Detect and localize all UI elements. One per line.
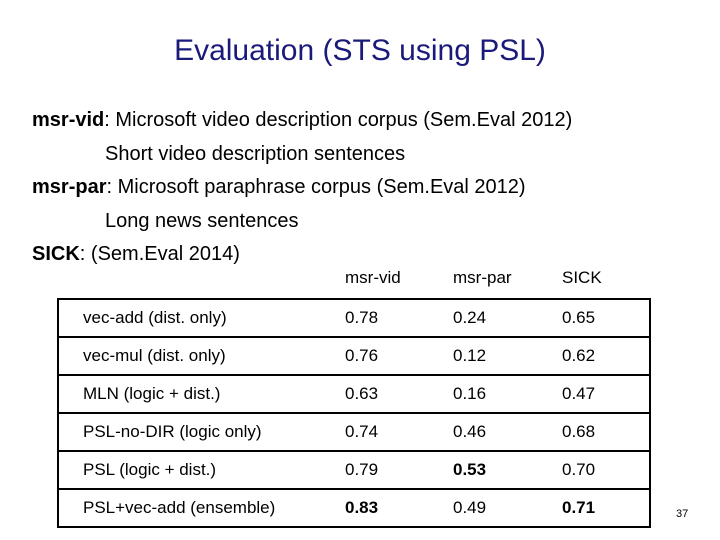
score-cell: 0.74 [345, 412, 453, 451]
desc-line-sick: SICK: (Sem.Eval 2014) [32, 238, 572, 272]
table-row: PSL-no-DIR (logic only) 0.74 0.46 0.68 [57, 412, 651, 451]
table-row: PSL (logic + dist.) 0.79 0.53 0.70 [57, 450, 651, 489]
dataset-name: msr-par [32, 176, 107, 198]
dataset-description: : (Sem.Eval 2014) [79, 243, 240, 265]
method-cell: MLN (logic + dist.) [57, 374, 345, 413]
slide-title: Evaluation (STS using PSL) [174, 34, 546, 67]
score-cell: 0.47 [562, 374, 651, 413]
header-msr-par: msr-par [453, 268, 512, 287]
method-cell: vec-mul (dist. only) [57, 336, 345, 375]
method-cell: PSL-no-DIR (logic only) [57, 412, 345, 451]
dataset-descriptions: msr-vid: Microsoft video description cor… [32, 104, 572, 272]
score-cell: 0.46 [453, 412, 562, 451]
desc-line-msr-vid: msr-vid: Microsoft video description cor… [32, 104, 572, 138]
desc-line-msr-vid-detail: Short video description sentences [105, 142, 406, 165]
desc-line-msr-par-detail: Long news sentences [105, 209, 299, 232]
score-cell: 0.70 [562, 450, 651, 489]
desc-line-msr-par: msr-par: Microsoft paraphrase corpus (Se… [32, 171, 572, 205]
header-empty [58, 258, 345, 299]
results-table: msr-vid msr-par SICK vec-add (dist. only… [57, 258, 651, 528]
best-score-cell: 0.71 [562, 488, 651, 528]
dataset-description: : Microsoft paraphrase corpus (Sem.Eval … [106, 176, 526, 198]
score-cell: 0.78 [345, 298, 453, 337]
score-cell: 0.24 [453, 298, 562, 337]
table-row: PSL+vec-add (ensemble) 0.83 0.49 0.71 [57, 488, 651, 528]
score-cell: 0.79 [345, 450, 453, 489]
page-number: 37 [676, 508, 689, 520]
header-msr-vid: msr-vid [345, 268, 401, 287]
method-cell: vec-add (dist. only) [57, 298, 345, 337]
best-score-cell: 0.83 [345, 488, 453, 528]
header-sick: SICK [562, 268, 602, 287]
score-cell: 0.62 [562, 336, 651, 375]
table-header-row: msr-vid msr-par SICK [58, 258, 650, 299]
dataset-name: msr-vid [32, 109, 105, 131]
method-cell: PSL (logic + dist.) [57, 450, 345, 489]
method-cell: PSL+vec-add (ensemble) [57, 488, 345, 528]
score-cell: 0.16 [453, 374, 562, 413]
score-cell: 0.63 [345, 374, 453, 413]
table-row: MLN (logic + dist.) 0.63 0.16 0.47 [57, 374, 651, 413]
score-cell: 0.65 [562, 298, 651, 337]
table-row: vec-mul (dist. only) 0.76 0.12 0.62 [57, 336, 651, 375]
best-score-cell: 0.53 [453, 450, 562, 489]
score-cell: 0.12 [453, 336, 562, 375]
score-cell: 0.68 [562, 412, 651, 451]
dataset-description: : Microsoft video description corpus (Se… [104, 109, 573, 131]
score-cell: 0.76 [345, 336, 453, 375]
table-row: vec-add (dist. only) 0.78 0.24 0.65 [57, 298, 651, 337]
dataset-name: SICK [32, 243, 80, 265]
score-cell: 0.49 [453, 488, 562, 528]
